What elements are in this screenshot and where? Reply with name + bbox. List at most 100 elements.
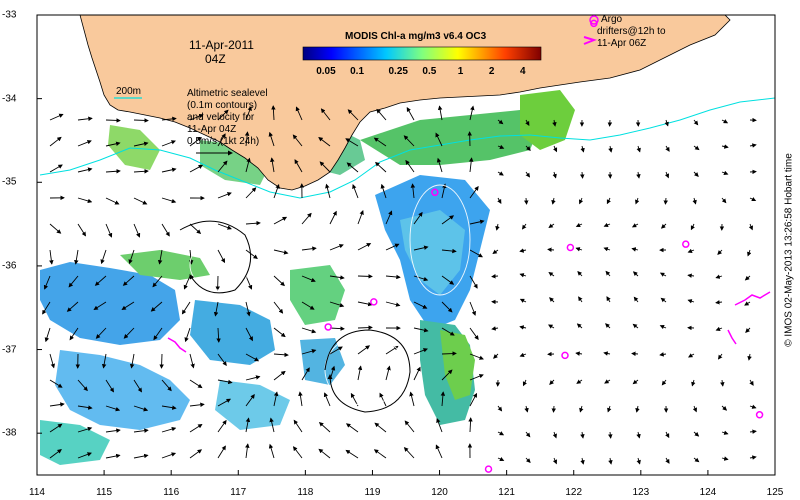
velocity-arrow <box>273 352 289 358</box>
velocity-arrow <box>301 275 316 283</box>
chl-patch-west-2 <box>55 350 190 430</box>
velocity-arrow <box>133 197 148 205</box>
velocity-arrow <box>318 421 331 433</box>
velocity-arrow <box>521 223 527 230</box>
velocity-arrow <box>66 301 79 312</box>
velocity-arrow <box>77 197 93 204</box>
date-label: 11-Apr-2011 <box>189 38 254 52</box>
velocity-arrow <box>217 379 233 385</box>
argo-note-3: 11-Apr 06Z <box>597 38 647 49</box>
velocity-arrow <box>100 249 107 265</box>
velocity-arrow <box>357 301 373 307</box>
argo-float-marker <box>755 411 764 419</box>
velocity-arrow <box>687 248 695 253</box>
velocity-arrow <box>608 457 613 465</box>
velocity-arrow <box>721 144 729 149</box>
velocity-arrow <box>522 379 527 387</box>
velocity-arrow <box>273 370 286 381</box>
velocity-arrow <box>606 197 611 205</box>
velocity-arrow <box>441 369 453 381</box>
velocity-arrow <box>77 452 92 459</box>
velocity-arrow <box>580 171 585 179</box>
velocity-arrow <box>245 443 250 459</box>
velocity-arrow <box>576 323 583 329</box>
velocity-arrow <box>301 349 317 355</box>
velocity-arrow <box>469 327 479 341</box>
velocity-arrow <box>525 119 530 126</box>
velocity-arrow <box>245 375 261 381</box>
velocity-arrow <box>43 275 51 290</box>
velocity-arrow <box>605 323 611 329</box>
y-tick-label: -37 <box>2 344 17 356</box>
x-tick-label: 121 <box>498 487 515 498</box>
velocity-arrow <box>688 353 695 358</box>
x-tick-label: 120 <box>431 487 448 498</box>
velocity-arrow <box>604 379 611 384</box>
velocity-arrow <box>133 223 141 238</box>
velocity-arrow <box>217 353 227 367</box>
isobath-label: 200m <box>116 86 142 97</box>
velocity-arrow <box>49 113 64 121</box>
velocity-arrow <box>189 136 202 147</box>
velocity-arrow <box>189 402 205 407</box>
velocity-arrow <box>161 197 177 204</box>
colorbar-tick-label: 1 <box>457 66 464 77</box>
velocity-arrow <box>295 106 303 121</box>
velocity-arrow <box>665 457 670 464</box>
velocity-arrow <box>375 161 387 173</box>
velocity-arrow <box>245 187 257 199</box>
velocity-arrow <box>153 327 163 341</box>
velocity-arrow <box>693 431 700 437</box>
velocity-arrow <box>603 247 611 252</box>
velocity-arrow <box>318 136 331 147</box>
colorbar-tick-label: 0.25 <box>388 66 408 77</box>
velocity-arrow <box>721 170 729 175</box>
velocity-arrow <box>403 135 415 147</box>
velocity-arrow <box>184 327 191 343</box>
velocity-arrow <box>469 374 484 381</box>
velocity-arrow <box>721 456 729 461</box>
velocity-arrow <box>161 167 177 173</box>
velocity-arrow <box>636 431 641 439</box>
velocity-arrow <box>403 447 415 459</box>
velocity-arrow <box>217 192 232 199</box>
velocity-arrow <box>580 457 585 465</box>
velocity-arrow <box>491 274 499 279</box>
velocity-arrow <box>721 197 727 204</box>
velocity-arrow <box>105 453 121 459</box>
velocity-arrow <box>323 392 331 407</box>
velocity-arrow <box>631 351 639 357</box>
velocity-arrow <box>748 223 753 231</box>
velocity-arrow <box>357 274 373 279</box>
velocity-arrow <box>294 159 303 173</box>
velocity-arrow <box>133 141 149 147</box>
velocity-arrow <box>413 327 429 333</box>
velocity-arrow <box>715 300 723 305</box>
velocity-arrow <box>74 249 79 265</box>
velocity-arrow <box>244 131 250 147</box>
y-tick-label: -34 <box>2 93 17 105</box>
velocity-arrow <box>715 274 723 279</box>
velocity-arrow <box>636 457 641 465</box>
argo-float-marker <box>431 188 439 197</box>
velocity-arrow <box>68 275 79 288</box>
velocity-arrow <box>150 301 163 312</box>
velocity-arrow <box>245 275 253 290</box>
velocity-arrow <box>659 352 667 357</box>
velocity-arrow <box>161 223 170 237</box>
argo-legend-track <box>583 36 598 45</box>
velocity-arrow <box>721 119 729 124</box>
velocity-arrow <box>69 327 79 341</box>
velocity-arrow <box>441 183 447 199</box>
velocity-arrow <box>519 273 527 278</box>
altimetry-note-1: Altimetric sealevel <box>187 88 268 99</box>
velocity-arrow <box>373 137 387 147</box>
velocity-arrow <box>268 443 275 459</box>
argo-floats <box>324 19 764 473</box>
velocity-arrow <box>273 216 288 225</box>
velocity-arrow <box>217 445 226 459</box>
velocity-arrow <box>385 210 393 225</box>
velocity-arrow <box>436 418 443 433</box>
